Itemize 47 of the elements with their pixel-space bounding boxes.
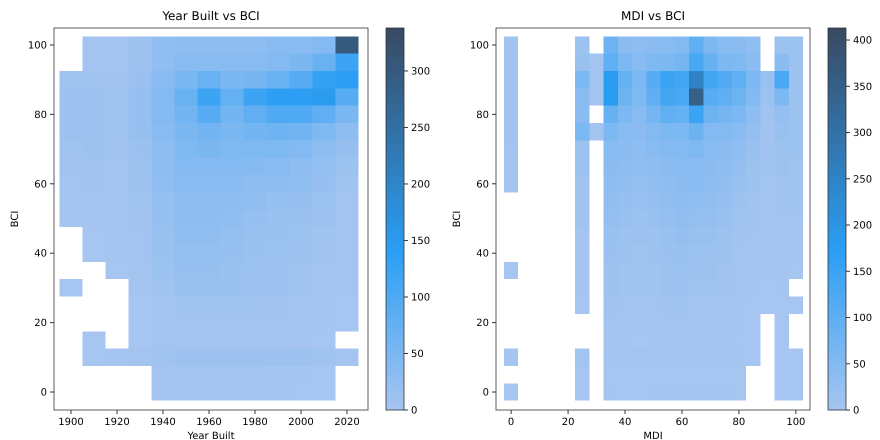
y-tick-label: 20 xyxy=(476,318,489,330)
y-tick-label: 40 xyxy=(476,248,489,260)
x-tick-label: 40 xyxy=(618,417,632,428)
x-tick-label: 60 xyxy=(676,417,688,428)
chart-title: MDI vs BCI xyxy=(620,9,686,23)
x-axis-title: Year Built xyxy=(186,431,235,440)
x-tick-label: 20 xyxy=(562,417,574,428)
y-tick-label: 0 xyxy=(482,388,489,399)
color-bar-label: 300 xyxy=(853,128,872,140)
color-bar-label: 300 xyxy=(411,66,430,78)
x-tick-label: 1960 xyxy=(196,417,222,428)
color-bar-label: 100 xyxy=(853,313,872,324)
x-tick-label: 1920 xyxy=(104,417,130,428)
color-bar-label: 100 xyxy=(411,292,430,304)
x-tick-label: 100 xyxy=(786,417,806,428)
y-tick-label: 0 xyxy=(40,388,47,399)
x-tick-label: 1940 xyxy=(150,417,176,428)
color-bar-label: 0 xyxy=(411,406,418,416)
color-bar-label: 350 xyxy=(853,82,872,93)
x-tick-label: 2000 xyxy=(288,417,314,428)
chart-title: Year Built vs BCI xyxy=(161,9,260,23)
x-tick-label: 2020 xyxy=(334,417,360,428)
x-axis-title: MDI xyxy=(643,431,663,440)
color-bar-label: 250 xyxy=(411,122,430,134)
color-bar-label: 150 xyxy=(853,266,872,278)
color-bar-label: 150 xyxy=(411,236,430,247)
y-tick-label: 60 xyxy=(34,179,47,190)
x-tick-label: 1980 xyxy=(242,417,268,428)
y-axis-title: BCI xyxy=(452,210,463,228)
color-bar-label: 400 xyxy=(853,36,872,47)
color-bar-label: 250 xyxy=(853,174,872,186)
color-bar-label: 50 xyxy=(853,359,866,370)
y-tick-label: 20 xyxy=(34,318,47,330)
x-tick-label: 80 xyxy=(732,417,746,428)
y-tick-label: 80 xyxy=(34,110,47,121)
y-tick-label: 40 xyxy=(34,248,47,260)
x-tick-label: 1900 xyxy=(58,417,84,428)
x-tick-label: 0 xyxy=(508,417,514,428)
y-axis-title: BCI xyxy=(10,210,21,228)
y-tick-label: 100 xyxy=(470,40,489,52)
color-bar-label: 200 xyxy=(853,220,872,232)
color-bar-label: 0 xyxy=(853,406,860,416)
y-tick-label: 100 xyxy=(28,40,47,52)
color-bar-label: 50 xyxy=(411,348,424,360)
y-tick-label: 60 xyxy=(476,179,489,190)
color-bar-label: 200 xyxy=(411,179,430,190)
y-tick-label: 80 xyxy=(476,110,489,121)
